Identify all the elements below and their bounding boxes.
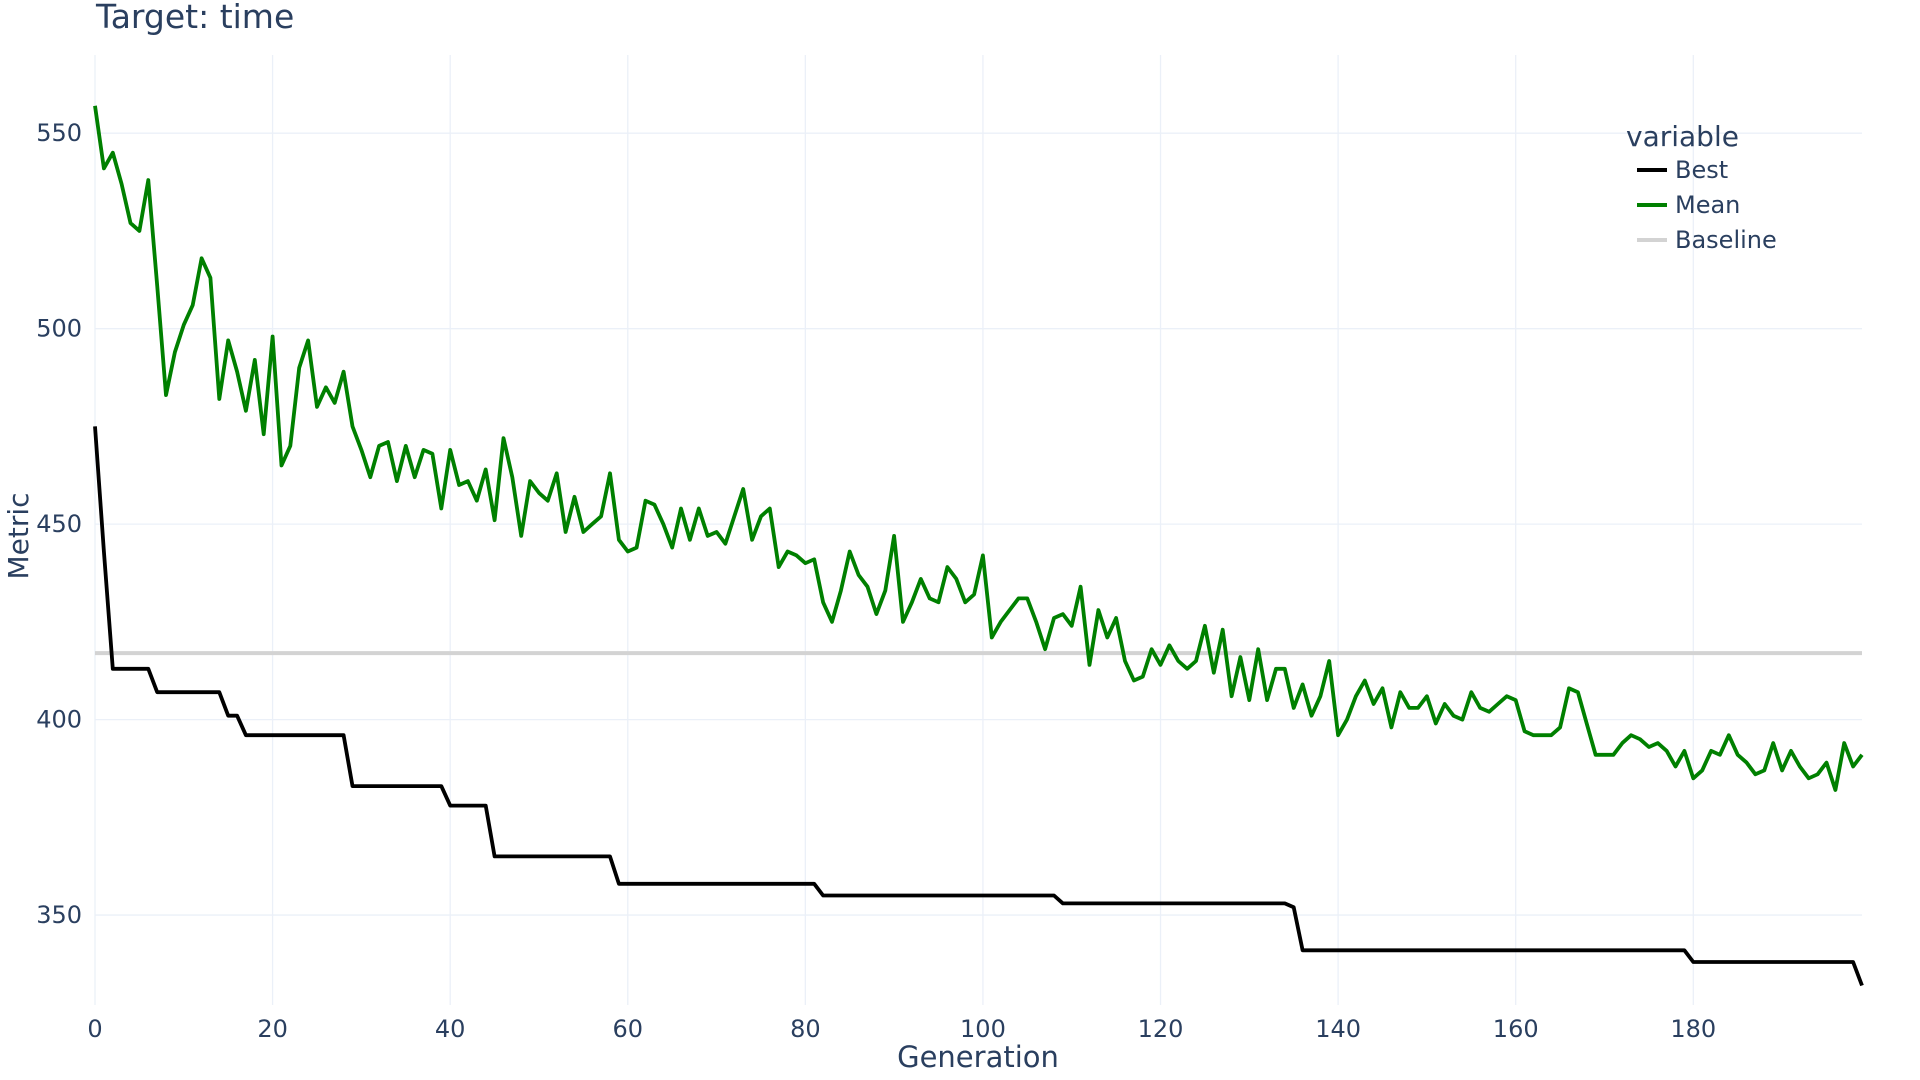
chart-title: Target: time	[95, 0, 294, 36]
grid-layer	[94, 55, 1862, 1005]
x-tick-label: 60	[612, 1015, 643, 1043]
y-tick-label: 550	[36, 119, 82, 147]
y-tick-label: 500	[36, 315, 82, 343]
x-tick-label: 80	[790, 1015, 821, 1043]
x-tick-label: 20	[257, 1015, 288, 1043]
y-axis-label: Metric	[2, 492, 35, 579]
legend: variable Best Mean Baseline	[1626, 120, 1777, 254]
series-layer	[93, 105, 1864, 987]
y-tick-label: 350	[36, 901, 82, 929]
x-tick-label: 180	[1670, 1015, 1716, 1043]
x-tick-label: 120	[1138, 1015, 1184, 1043]
x-tick-label: 40	[435, 1015, 466, 1043]
x-tick-label: 160	[1493, 1015, 1539, 1043]
legend-label-mean: Mean	[1675, 191, 1740, 219]
x-tick-label: 100	[960, 1015, 1006, 1043]
y-tick-label: 400	[36, 706, 82, 734]
series-line-mean	[93, 105, 1864, 792]
legend-label-best: Best	[1675, 156, 1728, 184]
legend-title: variable	[1626, 120, 1739, 153]
x-tick-label: 140	[1315, 1015, 1361, 1043]
x-axis-label: Generation	[897, 1040, 1059, 1074]
axis-layer: 0 20 40 60 80 100 120 140 160 180 350 400 450 500 550	[36, 119, 1716, 1043]
x-tick-label: 0	[87, 1015, 102, 1043]
legend-label-baseline: Baseline	[1675, 226, 1777, 254]
series-line-best	[93, 426, 1864, 987]
y-tick-label: 450	[36, 510, 82, 538]
